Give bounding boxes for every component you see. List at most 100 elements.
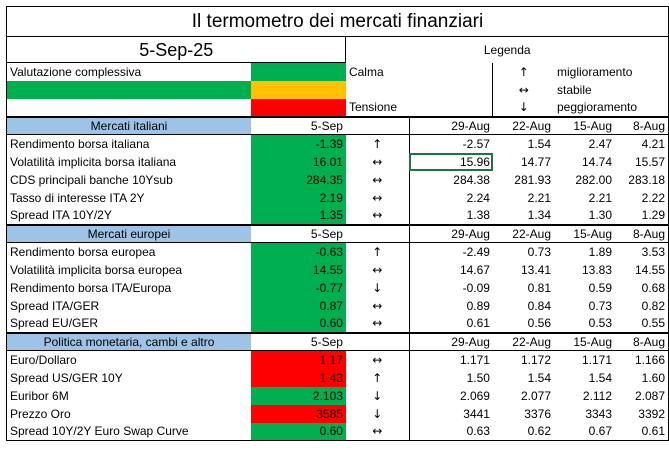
indicator-label: Spread US/GER 10Y xyxy=(6,368,252,387)
history-value: 15.96 xyxy=(408,152,493,171)
history-value: 1.30 xyxy=(554,206,616,225)
column-header-date: 8-Aug xyxy=(615,115,669,135)
history-value: 1.34 xyxy=(492,206,554,225)
history-value: 1.38 xyxy=(408,206,493,225)
indicator-row: Euribor 6M 2.103 ↓ 2.069 2.077 2.112 2.087 xyxy=(6,386,669,405)
indicator-row: Spread ITA/GER 0.87 ↔ 0.89 0.84 0.73 0.82 xyxy=(6,296,669,315)
column-header-date: 22-Aug xyxy=(492,331,554,351)
history-value: 0.62 xyxy=(492,422,554,441)
column-header-date: 15-Aug xyxy=(554,115,616,135)
history-value: 0.89 xyxy=(408,296,493,315)
column-header-current: 5-Sep xyxy=(251,115,346,135)
column-header-date: 8-Aug xyxy=(615,223,669,243)
history-value: 282.00 xyxy=(575,172,613,187)
history-value: 0.67 xyxy=(554,422,616,441)
current-value: 2.103 xyxy=(251,386,346,405)
trend-arrow-icon: ↔ xyxy=(345,422,410,441)
indicator-row: Rendimento borsa ITA/Europa -0.77 ↓ -0.09 0.… xyxy=(6,278,669,297)
legend-empty xyxy=(346,81,493,99)
history-value: 3.53 xyxy=(615,242,669,261)
history-value: 2.077 xyxy=(520,388,551,403)
indicator-row: Volatilità implicita borsa italiana 16.01… xyxy=(6,152,669,171)
indicator-row: CDS principali banche 10Ysub 284.35 ↔ 284.3… xyxy=(6,170,669,189)
indicator-row: Tasso di interesse ITA 2Y 2.19 ↔ 2.24 2.21 2.… xyxy=(6,188,669,207)
history-value: 1.54 xyxy=(527,370,551,385)
indicator-label: Tasso di interesse ITA 2Y xyxy=(6,188,252,207)
indicator-row: Spread ITA 10Y/2Y 1.35 ↔ 1.38 1.34 1.30 1.29 xyxy=(6,206,669,225)
trend-arrow-icon: ↔ xyxy=(372,190,383,205)
trend-arrow-icon: ↑ xyxy=(372,136,383,151)
current-value: 1.43 xyxy=(251,368,346,387)
history-value: 3441 xyxy=(408,404,493,423)
indicator-label: Spread ITA 10Y/2Y xyxy=(6,206,252,225)
legend-stable-label: stabile xyxy=(554,80,669,99)
legend-worsening-label: peggioramento xyxy=(554,98,669,117)
history-value: 14.67 xyxy=(408,260,493,279)
current-value: 0.87 xyxy=(251,296,346,315)
current-value: -0.77 xyxy=(251,278,346,297)
column-header-blank xyxy=(345,331,410,351)
column-header-date: 22-Aug xyxy=(492,223,554,243)
history-value: 2.087 xyxy=(615,386,669,405)
indicator-label: Volatilità implicita borsa italiana xyxy=(6,152,252,171)
market-thermometer-table: Il termometro dei mercati finanziari 5-S… xyxy=(5,6,669,441)
history-value: 0.61 xyxy=(615,422,669,441)
current-value: -0.63 xyxy=(251,242,346,261)
column-header-date: 29-Aug xyxy=(408,223,493,243)
trend-arrow-icon: ↔ xyxy=(372,298,383,313)
history-value: 14.77 xyxy=(520,154,551,169)
section-title: Politica monetaria, cambi e altro xyxy=(6,331,252,351)
history-value: 4.21 xyxy=(615,134,669,153)
history-value: 0.56 xyxy=(492,314,554,333)
indicator-label: Rendimento borsa ITA/Europa xyxy=(6,278,252,297)
history-value: 1.172 xyxy=(520,352,551,367)
history-value: 2.21 xyxy=(527,190,551,205)
current-value: 2.19 xyxy=(251,188,346,207)
indicator-row: Spread EU/GER 0.60 ↔ 0.61 0.56 0.53 0.55 xyxy=(6,314,669,333)
history-value: 284.38 xyxy=(408,170,493,189)
history-value: 0.68 xyxy=(615,278,669,297)
indicator-label: Spread 10Y/2Y Euro Swap Curve xyxy=(6,422,252,441)
section-header: Mercati europei 5-Sep 29-Aug 22-Aug 15-Aug 8-… xyxy=(6,223,669,243)
history-value: 283.18 xyxy=(615,170,669,189)
indicator-row: Spread US/GER 10Y 1.43 ↑ 1.50 1.54 1.54 1.60 xyxy=(6,368,669,387)
history-value: 2.21 xyxy=(588,190,613,205)
column-header-date: 15-Aug xyxy=(554,223,616,243)
column-header-current: 5-Sep xyxy=(251,331,346,351)
overall-assessment-label: Valutazione complessiva xyxy=(6,62,252,81)
trend-arrow-icon: ↑ xyxy=(372,244,383,259)
history-value: 1.29 xyxy=(615,206,669,225)
trend-arrow-icon: ↓ xyxy=(372,388,383,403)
history-value: 1.50 xyxy=(408,368,493,387)
trend-arrow-icon: ↔ xyxy=(372,172,383,187)
trend-arrow-icon: ↓ xyxy=(372,406,383,421)
column-header-blank xyxy=(345,115,410,135)
history-value: 2.24 xyxy=(408,188,493,207)
legend-improvement-label: miglioramento xyxy=(554,62,669,81)
history-value: 0.53 xyxy=(554,314,616,333)
history-value: 0.82 xyxy=(615,296,669,315)
indicator-label: CDS principali banche 10Ysub xyxy=(6,170,252,189)
column-header-current: 5-Sep xyxy=(251,223,346,243)
indicator-label: Volatilità implicita borsa europea xyxy=(6,260,252,279)
column-header-date: 29-Aug xyxy=(408,115,493,135)
history-value: 1.60 xyxy=(615,368,669,387)
indicator-label: Rendimento borsa italiana xyxy=(6,134,252,153)
column-header-date: 8-Aug xyxy=(615,331,669,351)
indicator-label: Spread ITA/GER xyxy=(6,296,252,315)
trend-arrow-icon: ↔ xyxy=(372,352,383,367)
indicator-row: Rendimento borsa europea -0.63 ↑ -2.49 0.73 1… xyxy=(6,242,669,261)
history-value: 13.41 xyxy=(520,262,551,277)
current-value: 16.01 xyxy=(251,152,346,171)
arrow-both-icon: ↔ xyxy=(492,80,554,99)
indicator-row: Spread 10Y/2Y Euro Swap Curve 0.60 ↔ 0.63 0.… xyxy=(6,422,669,441)
history-value: -2.49 xyxy=(408,242,493,261)
history-value: 1.171 xyxy=(582,352,613,367)
history-value: 0.84 xyxy=(527,298,551,313)
history-value: 3392 xyxy=(615,404,669,423)
column-header-date: 15-Aug xyxy=(554,331,616,351)
indicator-row: Prezzo Oro 3585 ↓ 3441 3376 3343 3392 xyxy=(6,404,669,423)
indicator-label: Prezzo Oro xyxy=(6,404,252,423)
history-value: 0.73 xyxy=(588,298,613,313)
legend-yellow-swatch xyxy=(251,80,346,99)
